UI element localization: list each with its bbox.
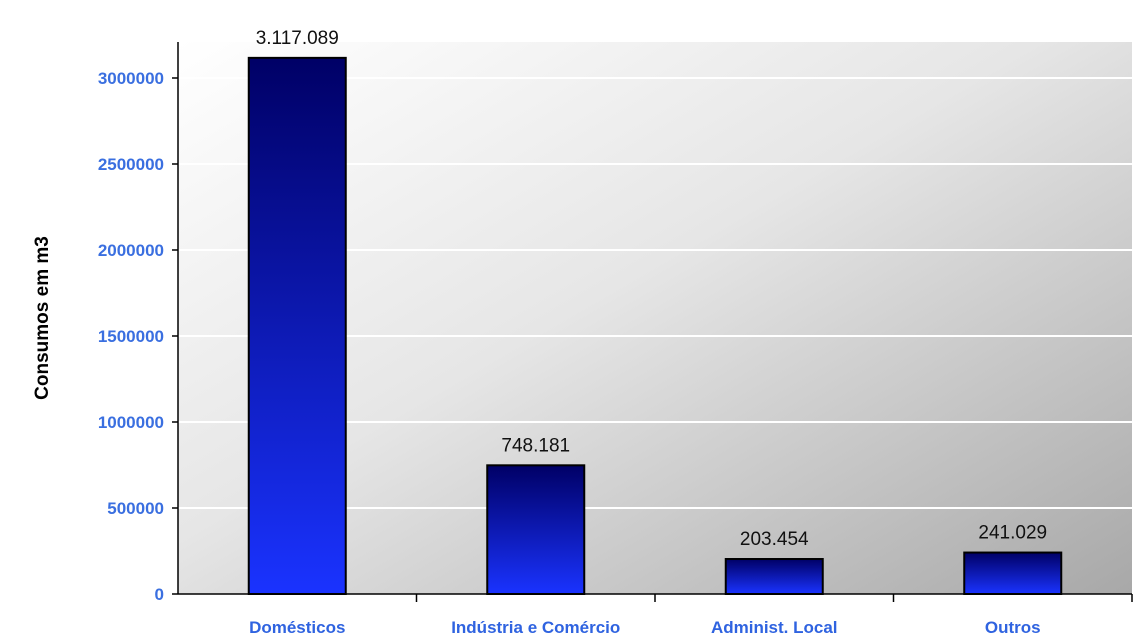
y-tick-label: 0 bbox=[155, 585, 164, 604]
x-tick-label: Administ. Local bbox=[711, 618, 838, 637]
data-label: 3.117.089 bbox=[256, 28, 339, 49]
x-tick-label: Outros bbox=[985, 618, 1041, 637]
bar-dom-sticos bbox=[247, 56, 347, 595]
y-axis-title: Consumos em m3 bbox=[32, 236, 53, 400]
data-label: 203.454 bbox=[740, 529, 809, 550]
bar-ind-stria-e-com-rcio bbox=[486, 464, 586, 595]
y-tick-label: 1000000 bbox=[98, 413, 164, 432]
bar-administ-local bbox=[724, 558, 824, 596]
x-tick-label: Indústria e Comércio bbox=[451, 618, 620, 637]
y-tick-label: 2500000 bbox=[98, 155, 164, 174]
data-label: 748.181 bbox=[501, 435, 570, 456]
labels: 0 500000 1000000 1500000 2000000 2500000 30000… bbox=[98, 28, 1047, 637]
data-label: 241.029 bbox=[978, 523, 1047, 544]
x-tick-label: Domésticos bbox=[249, 618, 345, 637]
y-tick-label: 3000000 bbox=[98, 69, 164, 88]
y-tick-label: 500000 bbox=[107, 499, 164, 518]
bars bbox=[247, 56, 1063, 596]
bar-outros bbox=[963, 551, 1063, 596]
axes bbox=[172, 42, 1133, 602]
y-tick-label: 1500000 bbox=[98, 327, 164, 346]
y-tick-label: 2000000 bbox=[98, 241, 164, 260]
